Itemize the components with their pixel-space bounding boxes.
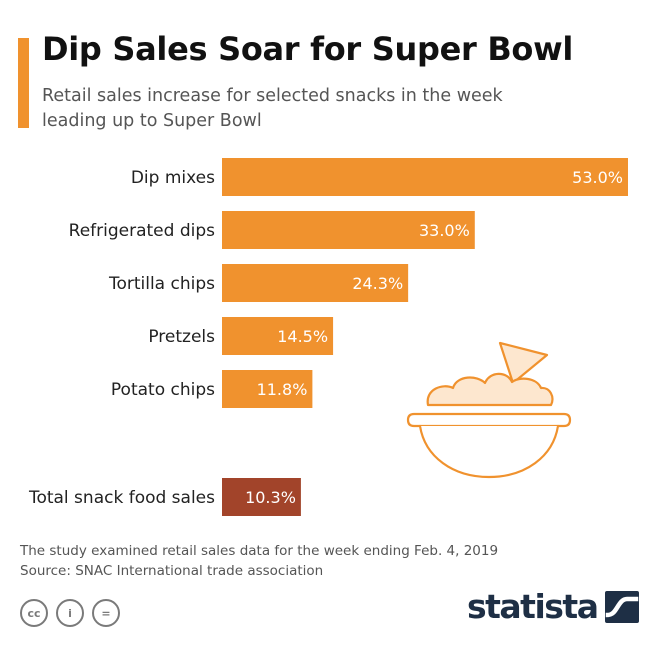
chart-footnote: The study examined retail sales data for… [20,541,498,581]
category-label-pretzels: Pretzels [148,327,215,347]
category-label-refrigerated-dips: Refrigerated dips [69,221,215,241]
value-label-potato-chips: 11.8% [257,380,308,399]
category-label-total-snack-food-sales: Total snack food sales [28,488,215,508]
title-accent-bar [18,38,29,128]
category-label-tortilla-chips: Tortilla chips [108,274,215,294]
bar-refrigerated-dips [222,211,475,249]
brand-name: statista [467,587,599,626]
statista-brand[interactable]: statista [467,587,640,626]
value-label-tortilla-chips: 24.3% [352,274,403,293]
value-label-total-snack-food-sales: 10.3% [245,488,296,507]
chart-subtitle: Retail sales increase for selected snack… [42,86,503,131]
creative-commons-icon[interactable]: cc [20,599,48,627]
license-icons: cc i = [20,599,120,627]
bar-pretzels [222,317,334,355]
bar-dip-mixes [222,158,628,196]
chart-title: Dip Sales Soar for Super Bowl [42,30,574,68]
category-label-potato-chips: Potato chips [111,380,215,400]
bar-total-snack-food-sales [222,478,301,516]
bar-chart: Dip mixes 53.0% Refrigerated dips 33.0% Tort… [28,158,628,516]
bowl-of-dip-with-chip-icon [406,341,572,479]
value-label-dip-mixes: 53.0% [572,168,623,187]
category-label-dip-mixes: Dip mixes [131,168,215,188]
attribution-icon[interactable]: i [56,599,84,627]
statista-logo-icon [605,590,640,623]
source-note: Source: SNAC International trade associa… [20,563,324,579]
bar-tortilla-chips [222,264,409,302]
no-derivatives-icon[interactable]: = [92,599,120,627]
value-label-refrigerated-dips: 33.0% [419,221,470,240]
study-note: The study examined retail sales data for… [20,543,499,559]
value-label-pretzels: 14.5% [277,327,328,346]
bar-potato-chips [222,370,313,408]
